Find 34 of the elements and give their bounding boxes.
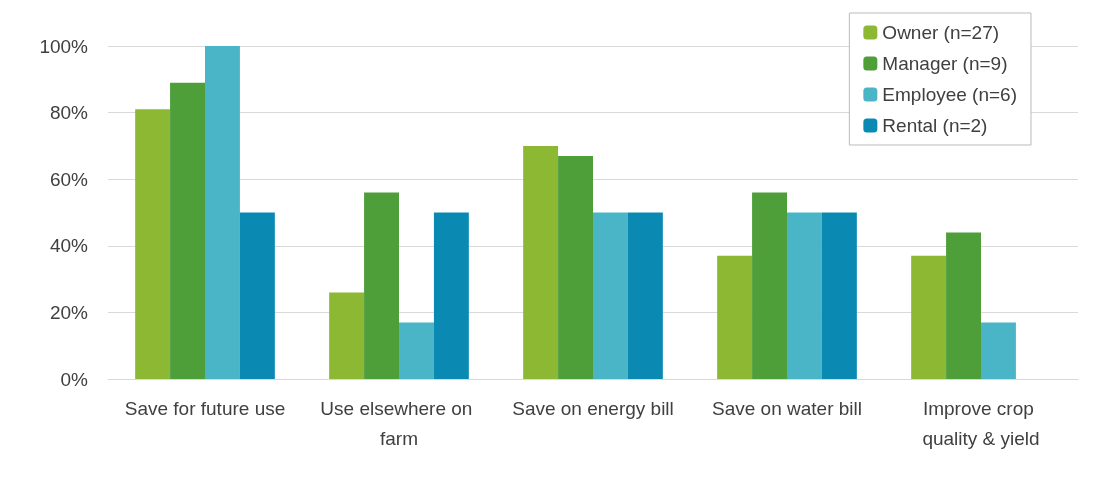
bar xyxy=(717,255,753,379)
x-tick-label: Save for future use xyxy=(124,397,286,419)
legend-label: Owner (n=27) xyxy=(882,22,1000,43)
y-tick-label: 20% xyxy=(49,301,89,323)
y-tick-label: 100% xyxy=(39,35,89,57)
bar xyxy=(329,292,365,379)
y-tick-label: 80% xyxy=(49,102,89,124)
bar xyxy=(981,322,1016,379)
legend-label: Rental (n=2) xyxy=(882,115,988,136)
bar xyxy=(911,255,947,379)
bar xyxy=(946,232,981,379)
bar xyxy=(433,212,469,379)
x-tick-label: Improve crop quality & yield xyxy=(922,397,1040,449)
legend-label: Employee (n=6) xyxy=(882,84,1017,105)
y-tick-label: 40% xyxy=(49,235,89,257)
bar xyxy=(593,212,628,379)
bar xyxy=(364,192,399,379)
y-tick-label: 60% xyxy=(49,168,89,190)
x-tick-label: Save on water bill xyxy=(712,397,862,419)
bar xyxy=(787,212,822,379)
bar xyxy=(627,212,663,379)
x-tick-label: Save on energy bill xyxy=(512,397,674,419)
bar xyxy=(752,192,787,379)
y-tick-label: 0% xyxy=(60,368,89,390)
bar xyxy=(523,145,559,379)
bar xyxy=(170,82,205,379)
x-tick-label: Use elsewhere on farm xyxy=(320,397,478,449)
legend-label: Manager (n=9) xyxy=(882,53,1008,74)
bar xyxy=(205,46,240,379)
bar xyxy=(399,322,434,379)
bar xyxy=(239,212,275,379)
bar xyxy=(135,109,171,379)
bar xyxy=(558,155,593,379)
bar xyxy=(821,212,857,379)
